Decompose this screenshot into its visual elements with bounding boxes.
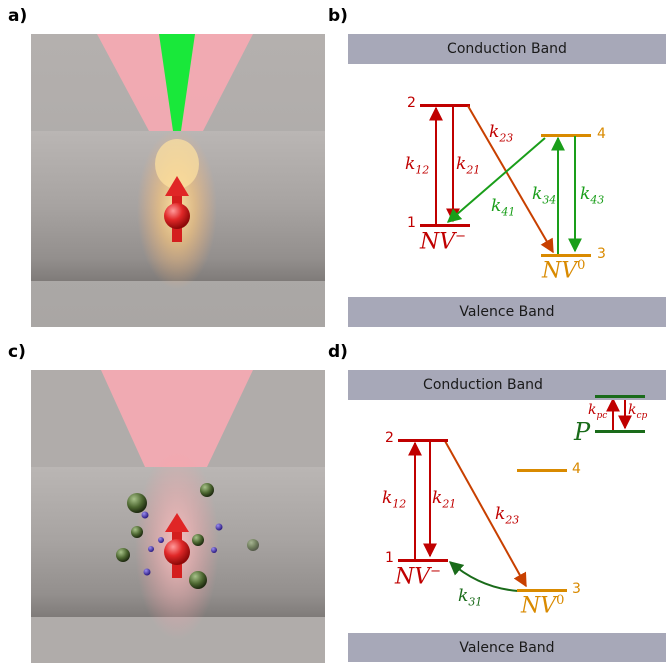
scene-c-image (31, 370, 325, 663)
rate-k23-b: k23 (489, 122, 514, 145)
arrow-k23-b (467, 105, 554, 254)
valence-band-label-d: Valence Band (459, 639, 555, 656)
level-2-number-d: 2 (385, 430, 394, 446)
level-1 (420, 224, 470, 227)
level-2-number: 2 (407, 95, 416, 111)
rate-k12-b: k12 (405, 154, 430, 177)
rate-k12-d: k12 (382, 488, 407, 511)
level-4-d (517, 469, 567, 472)
arrow-k41-b (446, 137, 546, 223)
valence-band-d: Valence Band (348, 633, 666, 662)
state-nv-zero-d: NV0 (521, 593, 565, 619)
rate-k21-d: k21 (432, 488, 457, 511)
level-1-number-d: 1 (385, 550, 394, 566)
trap-level-upper (595, 395, 645, 398)
level-2 (420, 104, 470, 107)
level-3-number-d: 3 (572, 581, 581, 597)
arrow-k23-d (444, 440, 527, 588)
rate-kpc-d: kpc (588, 402, 608, 421)
level-4 (541, 134, 591, 137)
level-4-number-d: 4 (572, 461, 581, 477)
rate-k31-d: k31 (458, 586, 483, 609)
rate-kcp-d: kcp (628, 402, 648, 421)
scene-a-render (31, 34, 325, 327)
arrow-k31-d (448, 561, 519, 592)
level-3 (541, 254, 591, 257)
level-3-number: 3 (597, 246, 606, 262)
rate-k23-d: k23 (495, 504, 520, 527)
scene-c-render (31, 370, 325, 663)
conduction-band-label: Conduction Band (447, 41, 567, 57)
level-1-number: 1 (407, 215, 416, 231)
conduction-band-label-d: Conduction Band (423, 377, 543, 393)
rate-k43-b: k43 (580, 184, 605, 207)
level-1-d (398, 559, 448, 562)
panel-label-c: c) (8, 342, 26, 362)
level-2-d (398, 439, 448, 442)
level-3-d (517, 589, 567, 592)
trap-label-p: P (574, 418, 591, 446)
valence-band: Valence Band (348, 297, 666, 327)
panel-label-a: a) (8, 6, 28, 26)
panel-label-d: d) (328, 342, 348, 362)
trap-level-lower (595, 430, 645, 433)
valence-band-label: Valence Band (459, 304, 555, 320)
level-4-number: 4 (597, 126, 606, 142)
rate-k21-b: k21 (456, 154, 481, 177)
rate-k41-b: k41 (491, 196, 516, 219)
state-nv-minus-d: NV− (395, 564, 442, 590)
state-nv-minus-b: NV− (420, 229, 467, 255)
conduction-band: Conduction Band (348, 34, 666, 64)
scene-a-image (31, 34, 325, 327)
state-nv-zero-b: NV0 (542, 258, 586, 284)
panel-label-b: b) (328, 6, 348, 26)
rate-k34-b: k34 (532, 184, 557, 207)
